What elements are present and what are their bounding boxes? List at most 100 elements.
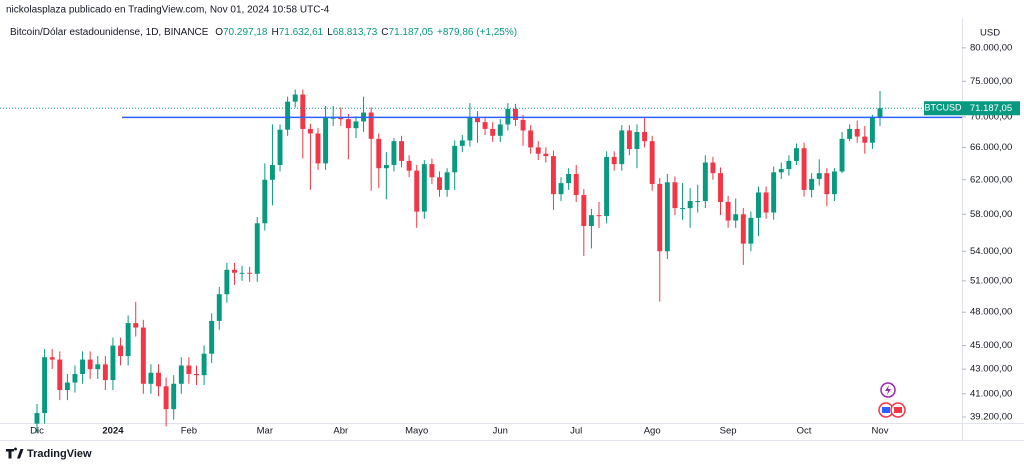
candle-body [581,195,587,227]
candle-body [399,141,405,161]
candle-body [475,116,480,123]
candle-body [323,117,329,164]
ohlc-key: L [327,27,333,38]
candle-body [80,359,86,374]
y-tick-label: 41.000,00 [970,388,1012,399]
candle-body [520,119,526,131]
candle-body [368,112,374,139]
candle-body [680,208,686,210]
y-tick-label: 51.000,00 [970,275,1012,286]
candle-body [429,164,435,178]
candle-body [725,201,731,221]
candle-body [125,323,131,357]
candle-body [452,145,458,173]
ohlc-change: +879,86 (+1,25%) [437,27,517,38]
candle-body [148,372,154,384]
candle-body [657,183,663,252]
candle-body [156,372,161,387]
candle-body [740,214,746,244]
candle-body [482,122,488,129]
y-tick-label: 39.200,00 [970,412,1012,423]
publisher-line: nickolasplaza publicado en TradingView.c… [6,5,330,16]
x-tick-label: Mar [257,426,273,437]
candle-body [786,160,792,170]
x-tick-label: Ago [644,426,661,437]
candle-body [862,136,868,143]
candle-body [277,129,283,165]
candle-body [140,327,146,384]
candle-body [247,272,253,274]
candle-body [307,128,313,134]
y-tick-label: 43.000,00 [970,364,1012,375]
candle-body [649,141,655,184]
event-icons [878,382,906,418]
candle-body [171,383,177,410]
candle-body [414,170,420,212]
candle-body [771,172,777,213]
candle-body [718,173,723,202]
ohlc-value: 71.632,61 [279,27,324,38]
candle-body [695,201,701,203]
y-tick-label: 45.000,00 [970,340,1012,351]
x-tick-label: Nov [872,426,889,437]
candle-body [95,364,101,370]
currency: USD [980,28,1000,39]
candle-body [733,214,739,221]
candle-body [702,162,708,202]
candle-body [847,128,853,139]
candle-body [596,215,602,217]
candle-body [209,320,215,354]
candle-body [186,365,192,374]
candle-body [809,178,815,190]
candle-body [877,108,883,118]
candle-body [869,117,875,143]
candle-body [163,386,169,410]
candle-body [300,94,306,129]
candle-body [292,94,298,102]
candle-body [254,223,260,274]
candle-body [558,183,564,195]
candle-body [793,148,799,161]
candle-body [573,173,579,196]
candle-body [604,156,610,217]
x-tick-label: Feb [181,426,197,437]
x-tick-label: Abr [333,426,348,437]
candle-body [34,413,40,424]
candle-body [543,153,549,157]
candle-body [118,345,124,357]
candle-body [824,173,830,195]
candle-body [133,323,139,328]
y-tick-label: 54.000,00 [970,246,1012,257]
candle-body [421,164,427,212]
candle-body [201,353,207,376]
y-tick-label: 62.000,00 [970,174,1012,185]
candle-body [72,373,78,383]
candle-body [528,130,534,148]
candle-body [801,148,807,190]
symbol-line: Bitcoin/Dólar estadounidense, 1D, BINANC… [10,27,517,38]
candle-body [687,201,693,209]
candle-body [588,215,594,227]
candle-body [672,182,678,209]
candle-body [512,108,518,120]
candle-body [216,294,222,321]
y-tick-label: 48.000,00 [970,307,1012,318]
candle-body [619,130,625,165]
candle-body [459,140,465,146]
candle-body [42,357,48,414]
candle-body [444,172,450,190]
last-price-label: 71.187,05 [970,103,1012,114]
candle-body [57,359,63,391]
ohlc-key: H [272,27,279,38]
x-tick-label: 2024 [102,426,124,437]
candle-body [102,364,108,381]
x-tick-label: Dic [30,426,44,437]
candle-body [497,124,503,136]
symbol-tag: BTCUSD [924,103,962,113]
x-tick-label: Jun [493,426,508,437]
candle-body [330,117,336,119]
candle-body [535,147,541,154]
candle-body [87,359,93,370]
candle-body [467,116,473,141]
